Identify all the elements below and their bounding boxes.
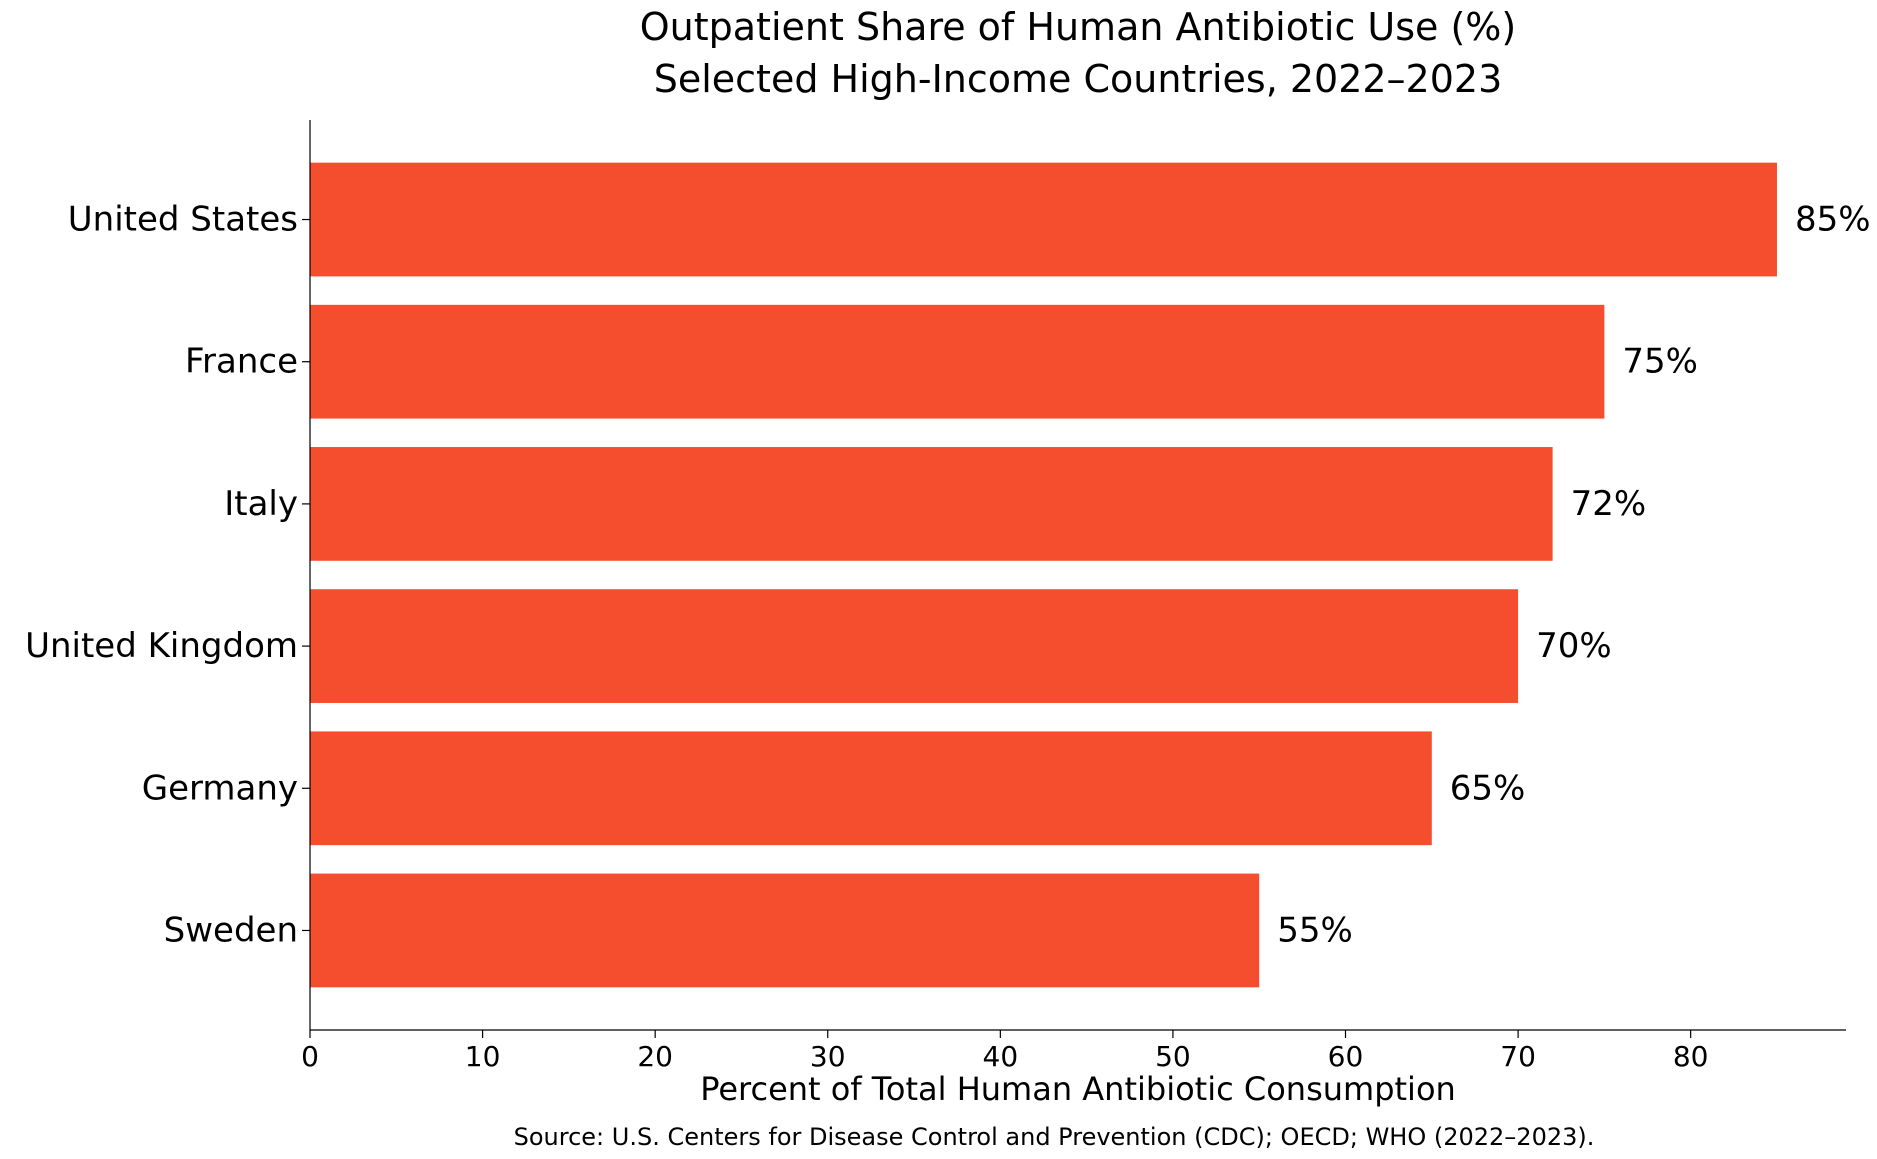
y-tick-label: France bbox=[185, 342, 298, 382]
y-tick-label: United States bbox=[68, 200, 298, 240]
x-tick-label: 0 bbox=[301, 1040, 319, 1073]
source-note: Source: U.S. Centers for Disease Control… bbox=[514, 1123, 1595, 1151]
data-label: 72% bbox=[1571, 484, 1647, 524]
y-tick-label: United Kingdom bbox=[25, 626, 298, 666]
bar-united-states bbox=[310, 162, 1777, 277]
data-label: 85% bbox=[1795, 200, 1871, 240]
bar-france bbox=[310, 304, 1605, 419]
x-tick-label: 70 bbox=[1500, 1040, 1536, 1073]
x-axis-ticks: 0 10 20 30 40 50 60 70 80 bbox=[301, 1030, 1708, 1073]
y-tick-label: Germany bbox=[142, 768, 298, 808]
data-label: 75% bbox=[1622, 342, 1698, 382]
chart-title: Outpatient Share of Human Antibiotic Use… bbox=[640, 5, 1517, 49]
data-label: 55% bbox=[1277, 910, 1353, 950]
x-tick-label: 20 bbox=[637, 1040, 673, 1073]
bar-germany bbox=[310, 731, 1432, 846]
bar-sweden bbox=[310, 873, 1260, 988]
x-tick-label: 40 bbox=[983, 1040, 1019, 1073]
x-tick-label: 50 bbox=[1155, 1040, 1191, 1073]
x-axis-label: Percent of Total Human Antibiotic Consum… bbox=[700, 1070, 1456, 1108]
chart-subtitle: Selected High-Income Countries, 2022–202… bbox=[654, 57, 1503, 101]
data-label: 70% bbox=[1536, 626, 1612, 666]
y-tick-label: Sweden bbox=[164, 910, 298, 950]
data-label: 65% bbox=[1450, 768, 1526, 808]
y-tick-label: Italy bbox=[224, 484, 298, 524]
bars-layer bbox=[310, 162, 1777, 988]
x-tick-label: 10 bbox=[465, 1040, 501, 1073]
x-tick-label: 80 bbox=[1673, 1040, 1709, 1073]
bar-italy bbox=[310, 447, 1553, 561]
data-labels-layer: 85% 75% 72% 70% 65% 55% bbox=[1277, 200, 1870, 951]
y-axis-ticks: United States France Italy United Kingdom Ge… bbox=[25, 200, 310, 950]
x-tick-label: 30 bbox=[810, 1040, 846, 1073]
x-tick-label: 60 bbox=[1328, 1040, 1364, 1073]
bar-united-kingdom bbox=[310, 589, 1519, 703]
